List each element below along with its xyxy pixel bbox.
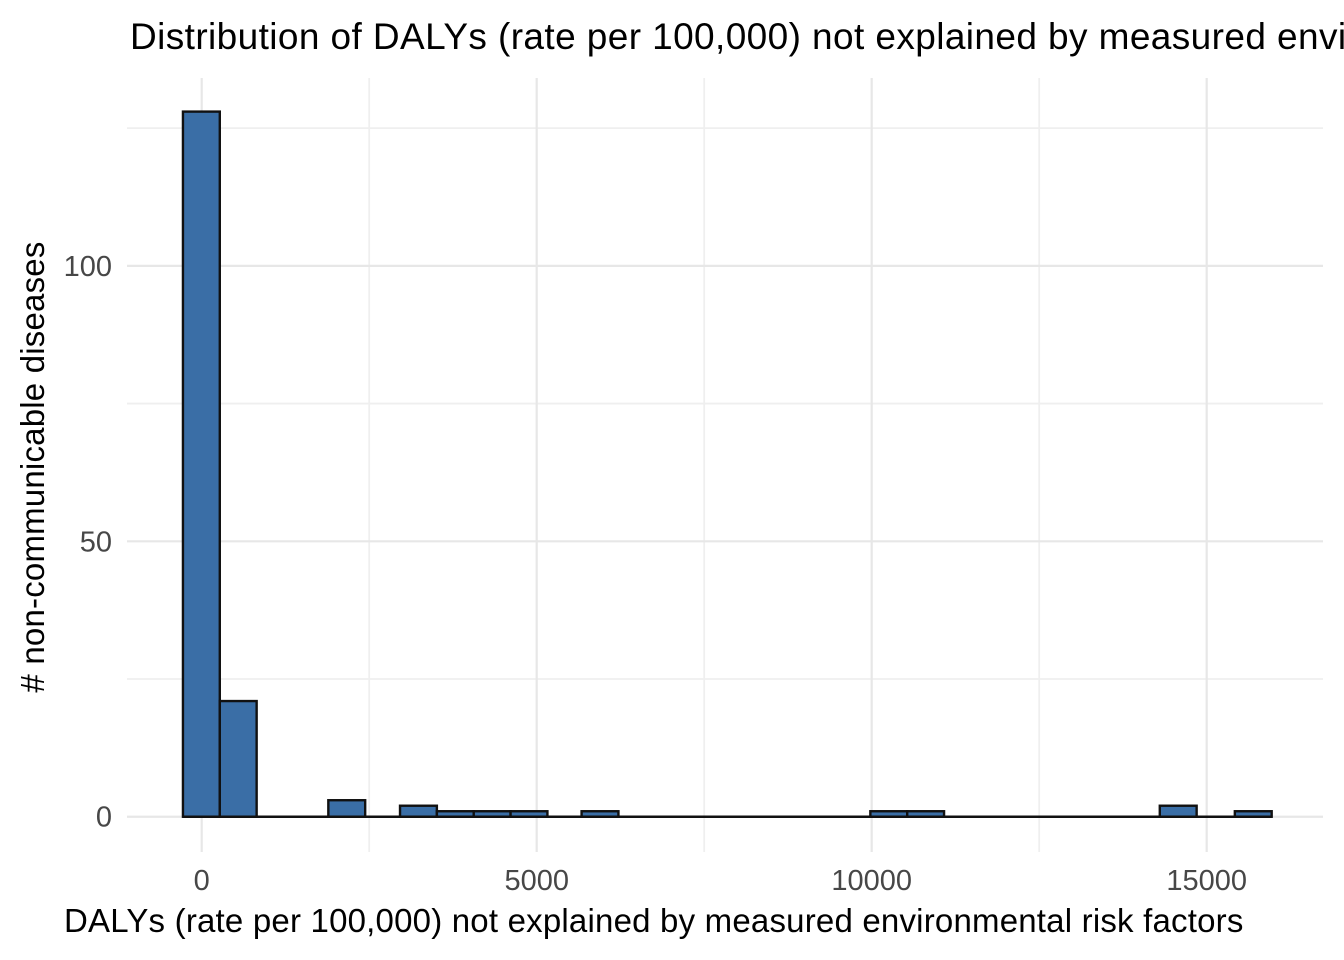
major-gridlines (127, 78, 1323, 852)
x-tick-label: 5000 (504, 865, 569, 897)
chart-title: Distribution of DALYs (rate per 100,000)… (130, 16, 1344, 57)
histogram-bar (327, 799, 367, 818)
histogram-bar (218, 699, 258, 818)
histogram-bar (181, 110, 221, 818)
x-tick-label: 15000 (1166, 865, 1247, 897)
axis-tick-labels: 0 5000 10000 15000 0 50 100 (64, 251, 1247, 897)
x-tick-label: 10000 (831, 865, 912, 897)
minor-gridlines (127, 78, 1323, 852)
y-tick-label: 0 (96, 802, 112, 834)
y-tick-label: 50 (80, 526, 112, 558)
y-axis-label: # non-communicable diseases (14, 241, 51, 693)
histogram-bars (181, 110, 1273, 818)
x-tick-label: 0 (194, 865, 210, 897)
y-tick-label: 100 (64, 251, 112, 283)
histogram-bar (398, 804, 439, 818)
x-axis-label: DALYs (rate per 100,000) not explained b… (64, 902, 1244, 939)
histogram-bar (1158, 804, 1198, 818)
